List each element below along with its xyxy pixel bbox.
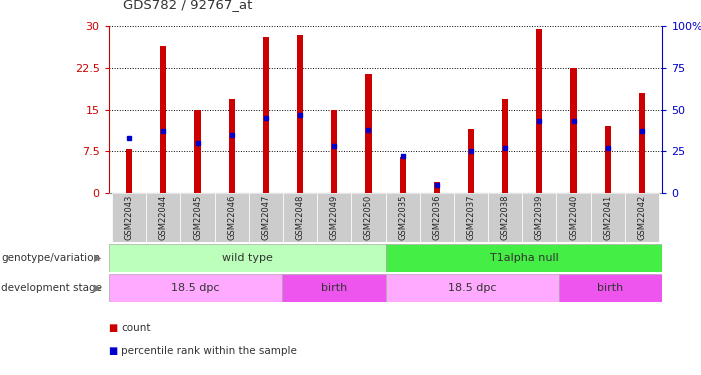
Bar — [109, 274, 282, 302]
Bar — [522, 193, 557, 242]
Bar — [194, 110, 200, 193]
Text: birth: birth — [597, 283, 624, 293]
Bar — [625, 193, 659, 242]
Bar — [112, 193, 147, 242]
Text: GSM22047: GSM22047 — [261, 195, 271, 240]
Bar — [386, 193, 420, 242]
Bar — [571, 68, 577, 193]
Text: GSM22049: GSM22049 — [329, 195, 339, 240]
Bar — [420, 193, 454, 242]
Bar — [215, 193, 249, 242]
Bar — [126, 148, 132, 193]
Text: GSM22036: GSM22036 — [433, 195, 442, 240]
Bar — [591, 193, 625, 242]
Text: ■: ■ — [109, 346, 121, 355]
Bar — [109, 244, 386, 272]
Bar — [557, 193, 591, 242]
Text: GSM22035: GSM22035 — [398, 195, 407, 240]
Text: GSM22046: GSM22046 — [227, 195, 236, 240]
Text: GSM22038: GSM22038 — [501, 195, 510, 240]
Bar — [454, 193, 488, 242]
Text: development stage: development stage — [1, 283, 102, 293]
Bar — [639, 93, 645, 193]
Bar — [331, 110, 337, 193]
Bar — [605, 126, 611, 193]
Text: GSM22045: GSM22045 — [193, 195, 202, 240]
Bar — [400, 157, 406, 193]
Text: GSM22043: GSM22043 — [125, 195, 134, 240]
Bar — [317, 193, 351, 242]
Bar — [282, 274, 386, 302]
Bar — [488, 193, 522, 242]
Text: GSM22050: GSM22050 — [364, 195, 373, 240]
Text: GDS782 / 92767_at: GDS782 / 92767_at — [123, 0, 252, 11]
Bar — [249, 193, 283, 242]
Bar — [365, 74, 372, 193]
Bar — [434, 182, 440, 193]
Text: GSM22037: GSM22037 — [466, 195, 475, 240]
Text: wild type: wild type — [222, 253, 273, 263]
Text: ▶: ▶ — [94, 283, 102, 293]
Text: 18.5 dpc: 18.5 dpc — [448, 283, 496, 293]
Text: GSM22039: GSM22039 — [535, 195, 544, 240]
Text: GSM22041: GSM22041 — [604, 195, 612, 240]
Text: GSM22042: GSM22042 — [637, 195, 646, 240]
Bar — [536, 29, 543, 193]
Bar — [229, 99, 235, 193]
Bar — [147, 193, 180, 242]
Bar — [386, 244, 662, 272]
Text: percentile rank within the sample: percentile rank within the sample — [121, 346, 297, 355]
Text: T1alpha null: T1alpha null — [489, 253, 559, 263]
Bar — [502, 99, 508, 193]
Text: GSM22044: GSM22044 — [159, 195, 168, 240]
Text: GSM22040: GSM22040 — [569, 195, 578, 240]
Bar — [297, 34, 303, 193]
Bar — [559, 274, 662, 302]
Bar — [263, 38, 269, 193]
Bar — [386, 274, 559, 302]
Text: count: count — [121, 323, 151, 333]
Bar — [161, 46, 166, 193]
Text: ▶: ▶ — [94, 253, 102, 263]
Text: 18.5 dpc: 18.5 dpc — [171, 283, 219, 293]
Bar — [468, 129, 474, 193]
Bar — [180, 193, 215, 242]
Text: ■: ■ — [109, 323, 121, 333]
Bar — [283, 193, 317, 242]
Text: birth: birth — [320, 283, 347, 293]
Text: genotype/variation: genotype/variation — [1, 253, 100, 263]
Bar — [351, 193, 386, 242]
Text: GSM22048: GSM22048 — [296, 195, 305, 240]
